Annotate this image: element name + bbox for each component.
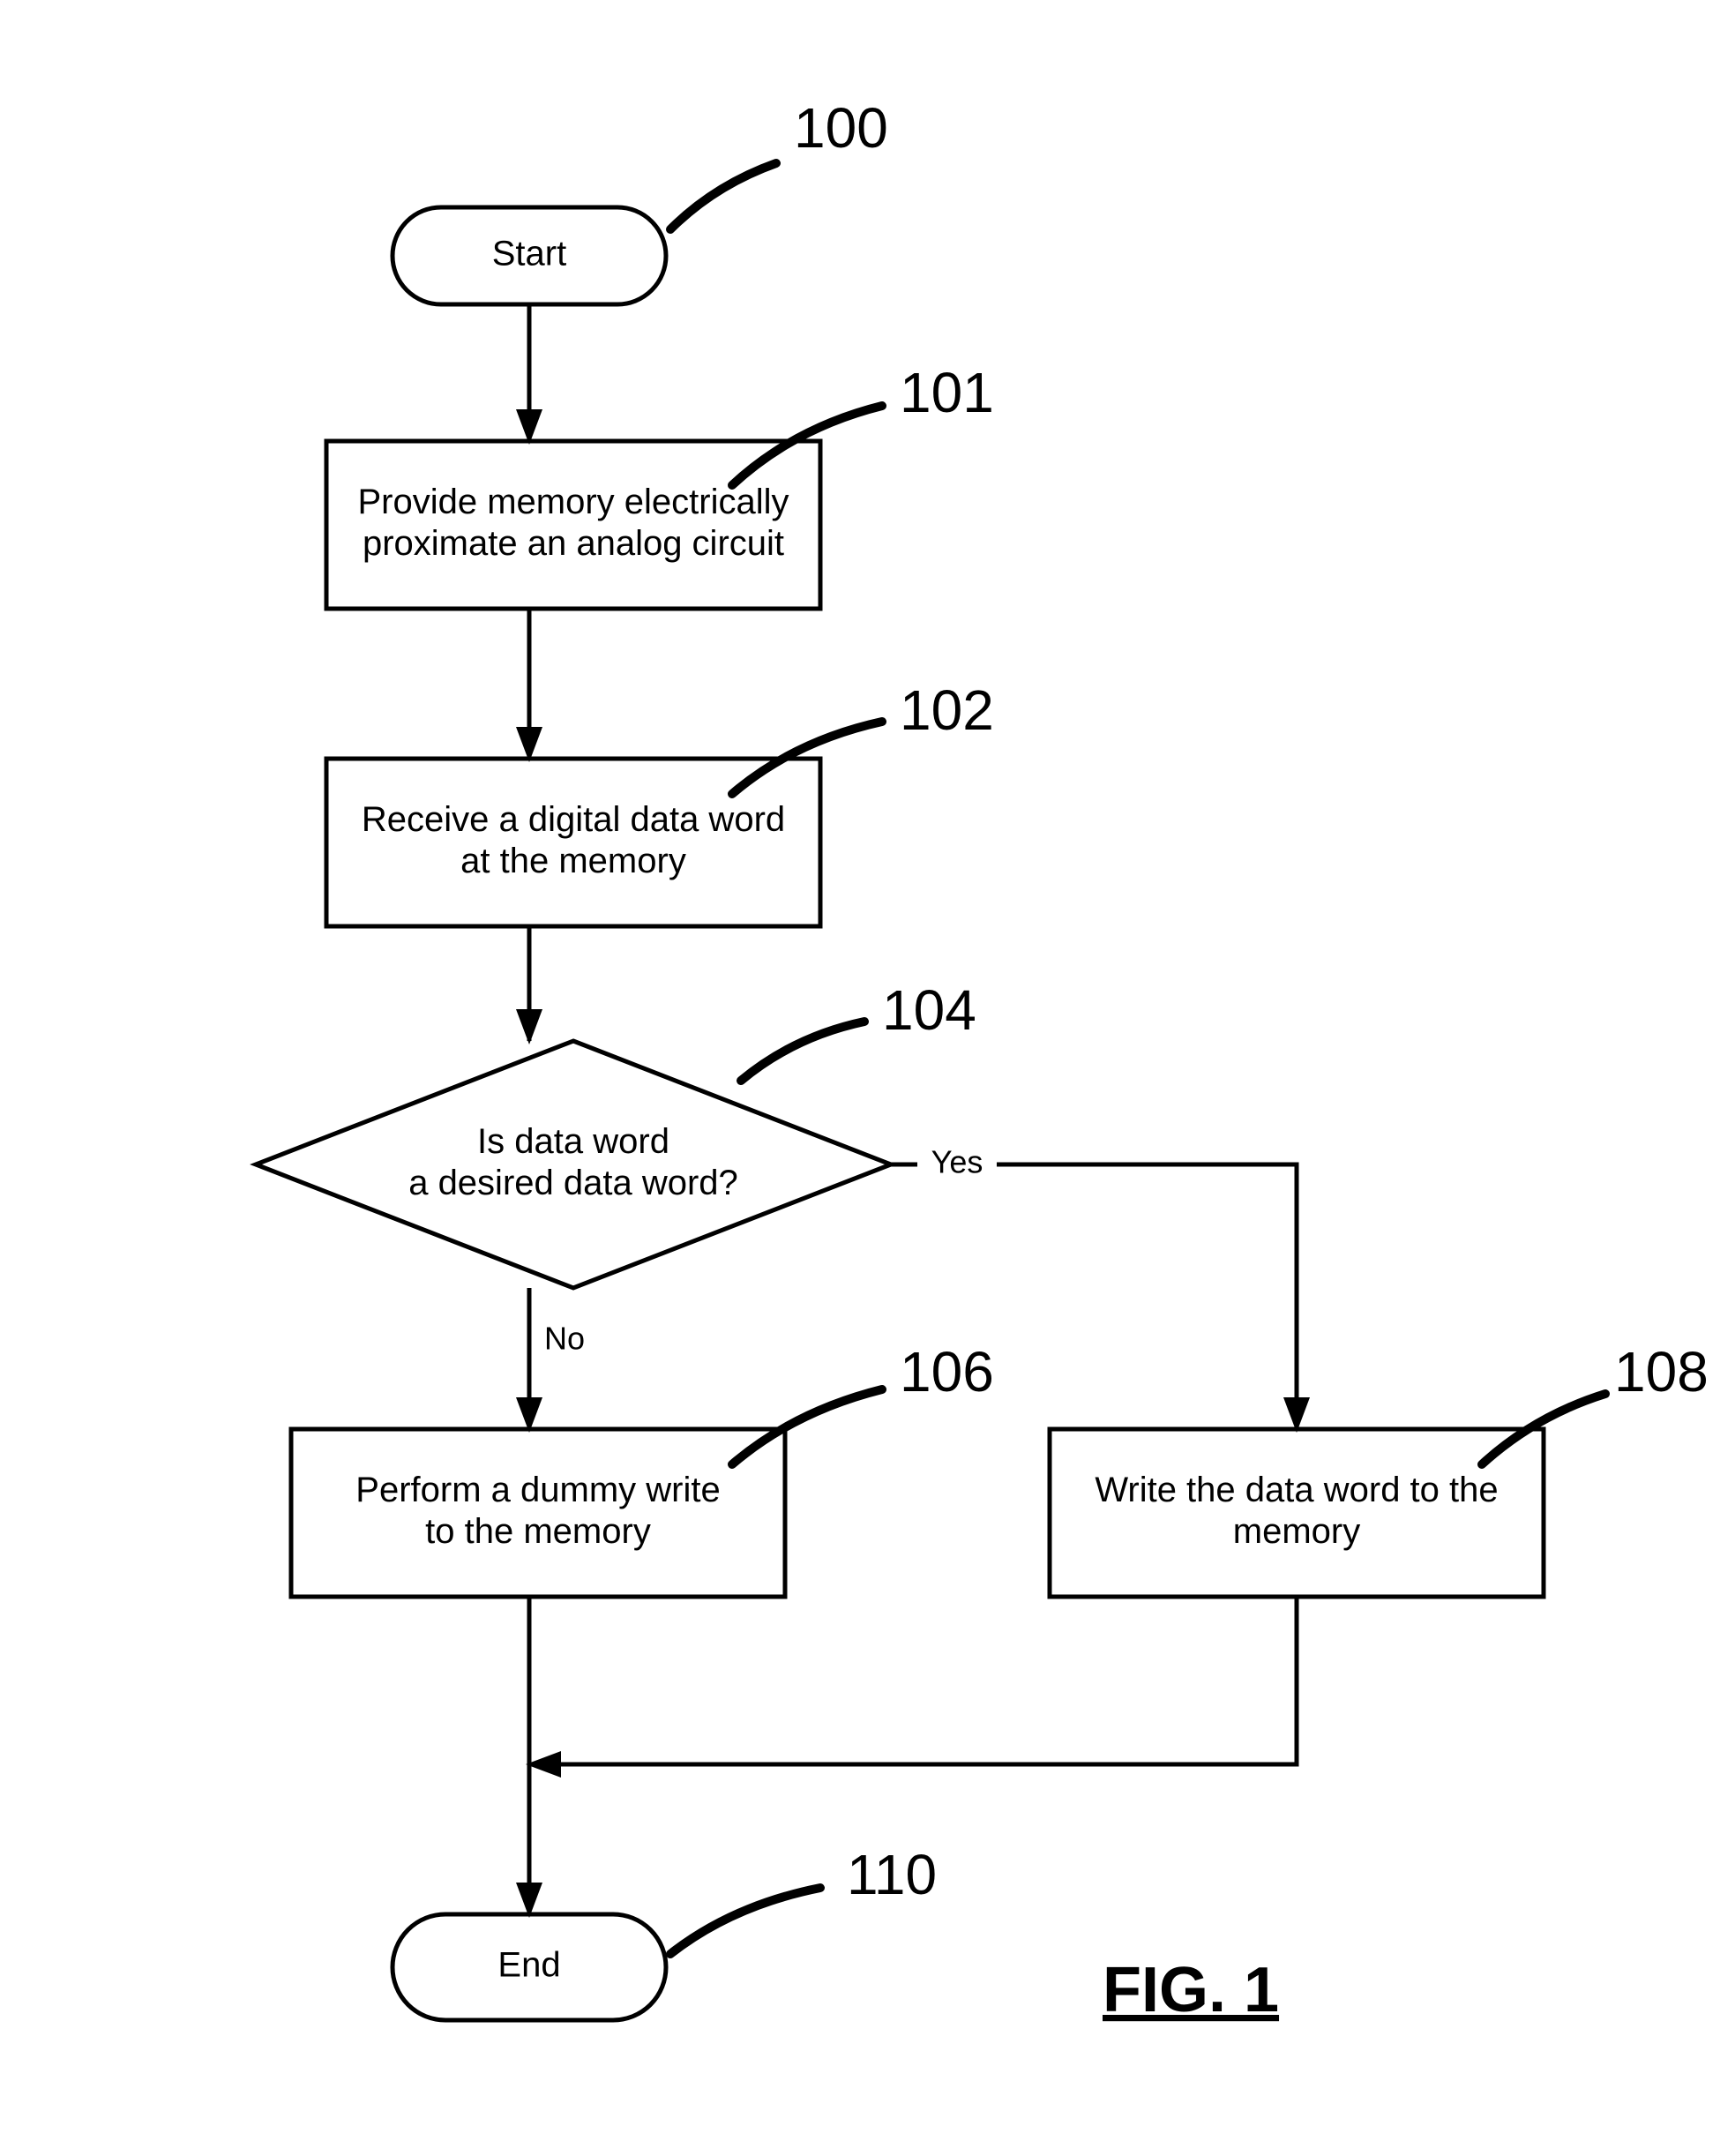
c110-leader <box>670 1888 820 1954</box>
edge-label: Yes <box>931 1144 983 1180</box>
svg-text:Provide memory electrically: Provide memory electrically <box>357 483 789 521</box>
c110-label: 110 <box>847 1843 937 1906</box>
callouts-group: 100 101 102 104 106 108 110 <box>670 96 1709 1954</box>
svg-text:Perform a dummy write: Perform a dummy write <box>355 1471 720 1509</box>
svg-text:proximate an analog circuit: proximate an analog circuit <box>363 524 784 563</box>
svg-text:memory: memory <box>1233 1512 1360 1551</box>
c101-label: 101 <box>900 361 994 424</box>
c104-label: 104 <box>882 978 976 1042</box>
c100-leader <box>670 163 776 229</box>
c102-label: 102 <box>900 678 994 742</box>
svg-text:to the memory: to the memory <box>425 1512 651 1551</box>
svg-text:End: End <box>497 1946 560 1985</box>
c108-label: 108 <box>1614 1340 1709 1404</box>
edge-label: No <box>544 1321 585 1357</box>
c106-label: 106 <box>900 1340 994 1404</box>
svg-text:Write the data word to the: Write the data word to the <box>1095 1471 1498 1509</box>
svg-text:a desired data word?: a desired data word? <box>408 1164 738 1202</box>
svg-text:Is data word: Is data word <box>477 1122 669 1161</box>
c100-label: 100 <box>794 96 888 160</box>
nodes-group <box>256 207 1544 2020</box>
figure-label: FIG. 1 <box>1103 1955 1279 2025</box>
svg-text:Start: Start <box>492 235 566 273</box>
svg-text:Receive a digital data word: Receive a digital data word <box>362 800 785 839</box>
edge <box>529 1597 1297 1764</box>
svg-text:at the memory: at the memory <box>460 842 686 880</box>
c104-leader <box>741 1022 864 1081</box>
